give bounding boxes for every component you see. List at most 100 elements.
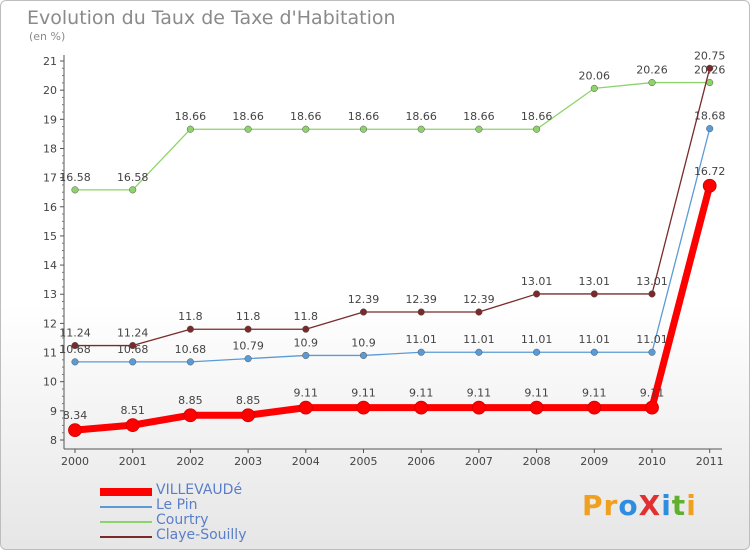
- data-point: [302, 351, 310, 360]
- data-label: 13.01: [521, 275, 553, 288]
- data-label: 10.68: [117, 343, 149, 356]
- series-line: [75, 81, 710, 191]
- data-point: [302, 325, 310, 333]
- legend-swatch: [100, 488, 152, 496]
- data-point: [417, 125, 425, 133]
- data-point: [241, 408, 256, 423]
- data-label: 9.11: [467, 387, 492, 400]
- data-label: 18.66: [405, 110, 437, 123]
- data-label: 16.58: [59, 171, 91, 184]
- y-tick-label: 11: [43, 347, 57, 360]
- data-label: 12.39: [463, 293, 495, 306]
- data-point: [475, 348, 483, 356]
- data-point: [417, 308, 425, 316]
- legend-swatch: [100, 506, 152, 508]
- chart-title: Evolution du Taux de Taxe d'Habitation: [27, 7, 396, 29]
- y-tick-label: 8: [50, 434, 57, 447]
- y-tick-label: 9: [50, 405, 57, 418]
- x-tick-label: 2000: [61, 455, 89, 468]
- legend-item: Claye-Souilly: [100, 527, 320, 544]
- data-point: [645, 400, 659, 415]
- data-label: 8.34: [63, 409, 88, 422]
- chart-legend: VILLEVAUDé Le Pin Courtry Claye-Souilly: [100, 482, 320, 544]
- data-label: 11.24: [59, 327, 91, 340]
- logo-letter: X: [638, 489, 662, 522]
- data-point: [533, 348, 541, 356]
- y-tick-label: 20: [43, 84, 57, 97]
- data-label: 9.11: [524, 387, 549, 400]
- data-label: 9.11: [582, 387, 607, 400]
- legend-swatch: [100, 521, 152, 523]
- data-label: 13.01: [636, 275, 668, 288]
- data-label: 18.66: [232, 110, 264, 123]
- data-point: [68, 423, 82, 437]
- data-label: 9.11: [640, 387, 665, 400]
- data-label: 16.58: [117, 171, 149, 184]
- y-tick-label: 14: [43, 259, 57, 272]
- data-point: [417, 348, 425, 356]
- logo-letter: o: [618, 489, 639, 522]
- data-point: [706, 79, 714, 87]
- x-tick-label: 2007: [465, 455, 493, 468]
- data-point: [298, 400, 313, 415]
- data-point: [129, 358, 137, 366]
- y-tick-label: 10: [43, 376, 57, 389]
- data-point: [706, 125, 714, 133]
- data-point: [71, 358, 79, 366]
- data-label: 18.66: [175, 110, 207, 123]
- data-label: 11.01: [636, 333, 668, 346]
- y-tick-label: 17: [43, 172, 57, 185]
- data-point: [302, 125, 310, 133]
- data-label: 13.01: [579, 275, 611, 288]
- data-point: [71, 186, 79, 194]
- data-label: 16.72: [694, 165, 726, 178]
- data-point: [359, 308, 368, 316]
- x-tick-label: 2006: [407, 455, 435, 468]
- data-label: 18.66: [521, 110, 553, 123]
- data-label: 11.01: [521, 333, 553, 346]
- data-label: 11.01: [405, 333, 437, 346]
- data-label: 8.85: [178, 394, 203, 407]
- data-point: [71, 341, 79, 350]
- series-line: [75, 68, 711, 347]
- data-label: 10.9: [351, 336, 376, 349]
- y-tick-label: 19: [43, 113, 57, 126]
- data-point: [706, 64, 714, 72]
- data-point: [475, 125, 483, 133]
- data-point: [356, 400, 371, 415]
- data-label: 18.66: [463, 110, 495, 123]
- y-tick-label: 13: [43, 288, 57, 301]
- x-tick-label: 2010: [638, 455, 666, 468]
- data-label: 20.26: [636, 64, 668, 77]
- data-point: [590, 84, 598, 92]
- legend-item: Courtry: [100, 512, 320, 529]
- data-label: 8.85: [236, 394, 261, 407]
- data-point: [533, 290, 541, 298]
- data-label: 11.8: [178, 310, 203, 323]
- logo-letter: i: [661, 489, 672, 522]
- data-label: 11.24: [117, 327, 149, 340]
- data-point: [648, 348, 656, 356]
- data-label: 8.51: [120, 404, 145, 417]
- logo-letter: r: [603, 489, 619, 522]
- data-point: [186, 358, 194, 366]
- data-point: [590, 290, 598, 298]
- series-line: [74, 184, 714, 434]
- legend-label: Claye-Souilly: [156, 527, 247, 543]
- data-point: [359, 351, 368, 360]
- y-tick-label: 12: [43, 317, 57, 330]
- logo-letter: P: [582, 489, 604, 522]
- data-label: 12.39: [348, 293, 380, 306]
- data-label: 10.79: [232, 340, 264, 353]
- data-point: [414, 400, 429, 415]
- data-label: 11.8: [294, 310, 319, 323]
- x-tick-label: 2005: [350, 455, 378, 468]
- data-label: 18.66: [348, 110, 380, 123]
- data-point: [587, 400, 602, 415]
- data-point: [244, 125, 252, 133]
- data-point: [359, 125, 368, 133]
- data-point: [186, 125, 194, 133]
- data-label: 20.06: [579, 69, 611, 82]
- x-tick-label: 2002: [176, 455, 204, 468]
